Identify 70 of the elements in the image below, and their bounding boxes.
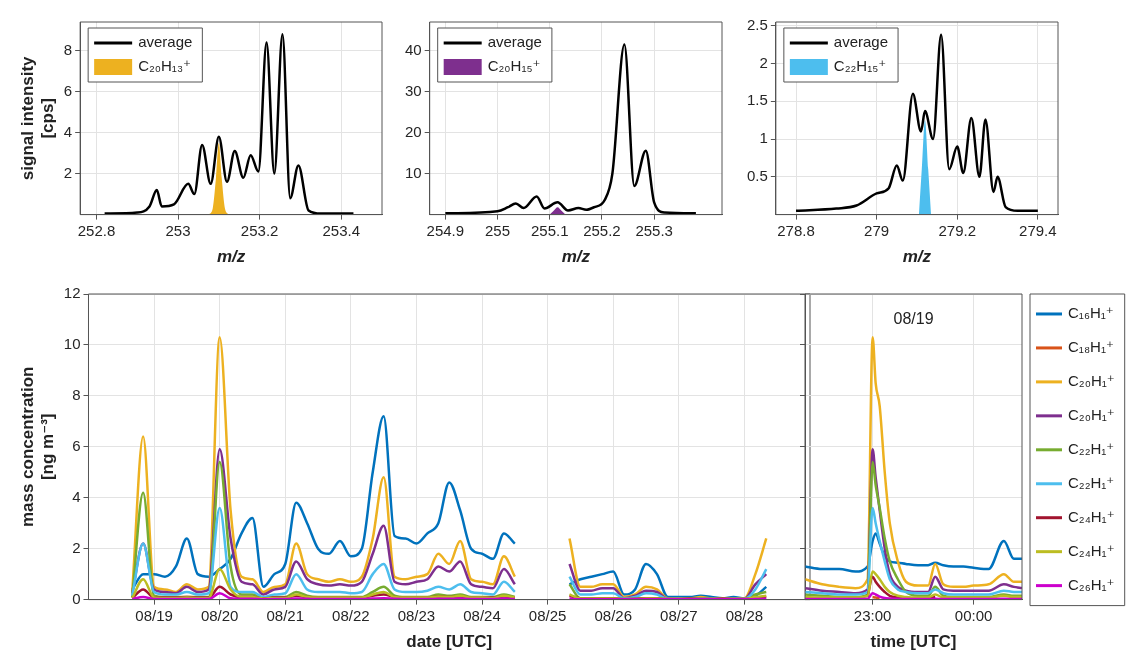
line-series — [794, 33, 1040, 213]
y-tick-label: 1 — [759, 129, 768, 147]
y-tick-label: 10 — [63, 335, 81, 353]
x-tick-label: 255.2 — [583, 221, 621, 239]
legend-label: C₁₈H₁⁺ — [1068, 338, 1114, 356]
y-tick-label: 4 — [72, 487, 81, 505]
legend-label: C₂₄H₁⁺ — [1068, 541, 1115, 559]
x-tick-label: 252.8 — [77, 221, 116, 239]
x-tick-label: 08/24 — [463, 606, 501, 624]
legend-label: C₁₆H₁⁺ — [1068, 304, 1114, 322]
x-tick-label: 08/19 — [135, 606, 173, 624]
y-tick-label: 2 — [759, 53, 768, 71]
x-axis-title: m/z — [561, 247, 591, 267]
line-series — [103, 33, 355, 215]
legend-label: C₂₀H₁₅⁺ — [487, 57, 541, 75]
x-tick-label: 254.9 — [426, 221, 465, 239]
y-tick-label: 40 — [405, 40, 422, 58]
y-tick-label: 12 — [63, 284, 81, 302]
legend-label: average — [833, 33, 889, 51]
legend-label: C₂₂H₁⁺ — [1068, 473, 1115, 491]
y-tick-label: 0 — [72, 589, 81, 607]
y-tick-label: 4 — [63, 122, 73, 140]
legend-label: average — [487, 33, 542, 51]
y-tick-label: 6 — [72, 436, 81, 454]
y-tick-label: 20 — [405, 122, 422, 140]
x-tick-label: 279.4 — [1019, 221, 1057, 239]
x-tick-label: 08/21 — [266, 606, 305, 624]
y-tick-label: 10 — [405, 163, 422, 181]
legend-label: average — [138, 33, 193, 51]
x-tick-label: 08/23 — [397, 606, 436, 624]
x-tick-label: 08/27 — [660, 606, 698, 624]
y-tick-label: 6 — [63, 81, 73, 99]
y-tick-label: 2 — [63, 163, 73, 181]
y-axis-title: signal intensity [cps] — [17, 55, 58, 181]
x-tick-label: 00:00 — [954, 606, 993, 624]
legend-label: C₂₂H₁⁺ — [1068, 439, 1115, 457]
legend-label: C₂₀H₁⁺ — [1068, 372, 1115, 390]
legend-label: C₂₀H₁₃⁺ — [138, 57, 191, 75]
x-axis-title: time [UTC] — [870, 632, 957, 652]
legend-label: C₂₀H₁⁺ — [1068, 405, 1115, 423]
x-tick-label: 08/22 — [332, 606, 370, 624]
x-tick-label: 08/26 — [594, 606, 632, 624]
annotation: 08/19 — [893, 310, 934, 327]
x-tick-label: 08/28 — [725, 606, 764, 624]
x-axis-title: m/z — [216, 247, 246, 267]
x-tick-label: 278.8 — [777, 221, 815, 239]
x-tick-label: 253.2 — [240, 221, 279, 239]
y-tick-label: 2 — [72, 538, 81, 556]
x-tick-label: 279 — [864, 221, 890, 239]
y-tick-label: 8 — [72, 386, 81, 404]
x-axis-title: m/z — [902, 247, 932, 267]
x-tick-label: 23:00 — [853, 606, 892, 624]
x-axis-title: date [UTC] — [406, 632, 493, 652]
y-axis-title: mass concentration [ng m⁻³] — [17, 366, 58, 528]
y-tick-label: 8 — [63, 40, 73, 58]
x-tick-label: 255.1 — [530, 221, 569, 239]
x-tick-label: 08/20 — [200, 606, 239, 624]
x-tick-label: 279.2 — [938, 221, 977, 239]
x-tick-label: 08/25 — [528, 606, 567, 624]
x-tick-label: 253.4 — [322, 221, 360, 239]
legend-label: C₂₄H₁⁺ — [1068, 507, 1115, 525]
x-tick-label: 255 — [485, 221, 511, 239]
y-tick-label: 2.5 — [746, 15, 768, 33]
x-tick-label: 253 — [165, 221, 191, 239]
legend-label: C₂₂H₁₅⁺ — [833, 57, 887, 75]
legend-label: C₂₆H₁⁺ — [1068, 575, 1115, 593]
y-tick-label: 1.5 — [746, 91, 768, 109]
y-tick-label: 0.5 — [746, 166, 768, 184]
y-tick-label: 30 — [405, 81, 422, 99]
x-tick-label: 255.3 — [635, 221, 673, 239]
